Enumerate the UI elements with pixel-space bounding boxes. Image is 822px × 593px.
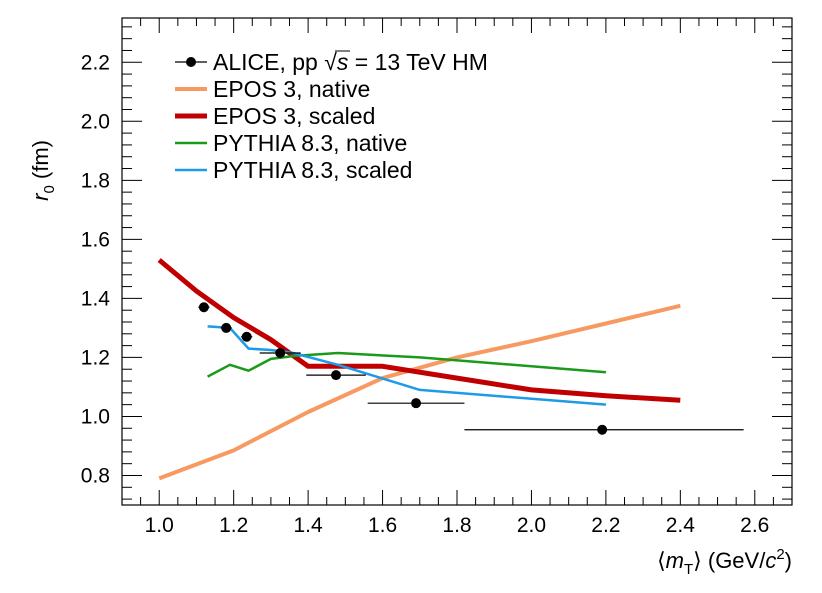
y-tick-label: 1.0 xyxy=(81,405,110,428)
y-tick-label: 1.4 xyxy=(81,287,111,310)
y-tick-label: 2.2 xyxy=(81,51,110,74)
legend-label: PYTHIA 8.3, native xyxy=(213,130,407,156)
data-point xyxy=(597,424,608,435)
x-tick-label: 1.2 xyxy=(219,514,248,537)
x-tick-label: 1.4 xyxy=(294,514,324,537)
tick-layer: 1.0 1.2 1.4 1.6 1.8 2.0 2.2 2.4 2.6 0.8 1.0 1.2 1.4 1… xyxy=(81,18,793,537)
x-tick-label: 2.6 xyxy=(740,514,769,537)
legend-marker-point xyxy=(186,57,196,67)
legend-label: EPOS 3, scaled xyxy=(213,103,375,129)
x-tick-label: 2.0 xyxy=(517,514,546,537)
series-line-epos-3-native xyxy=(158,303,681,481)
y-tick-label: 1.8 xyxy=(81,169,110,192)
x-tick-label: 2.2 xyxy=(591,514,620,537)
data-point xyxy=(275,347,286,358)
y-axis-title: r0 (fm) xyxy=(28,140,58,201)
y-tick-label: 1.2 xyxy=(81,346,110,369)
legend-label: EPOS 3, native xyxy=(213,76,370,102)
series-line-pythia-8-3-native xyxy=(207,351,606,378)
y-tick-label: 1.6 xyxy=(81,228,110,251)
x-axis-title: ⟨mT⟩ (GeV/c2) xyxy=(657,546,792,578)
data-point xyxy=(241,331,252,342)
x-tick-label: 1.0 xyxy=(145,514,174,537)
data-point xyxy=(331,370,342,381)
data-point xyxy=(198,302,209,313)
x-tick-label: 1.6 xyxy=(368,514,397,537)
y-tick-label: 0.8 xyxy=(81,464,110,487)
legend-label: ALICE, pp √s = 13 TeV HM xyxy=(213,49,488,75)
y-tick-label: 2.0 xyxy=(81,110,110,133)
x-tick-label: 2.4 xyxy=(666,514,696,537)
series-layer xyxy=(157,258,744,481)
x-tick-label: 1.8 xyxy=(442,514,471,537)
data-point xyxy=(411,398,422,409)
data-point xyxy=(221,322,232,333)
legend-label: PYTHIA 8.3, scaled xyxy=(213,157,412,183)
